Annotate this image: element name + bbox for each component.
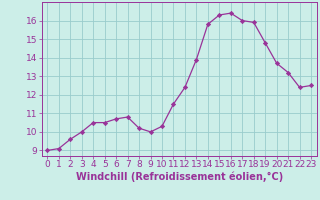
X-axis label: Windchill (Refroidissement éolien,°C): Windchill (Refroidissement éolien,°C): [76, 172, 283, 182]
